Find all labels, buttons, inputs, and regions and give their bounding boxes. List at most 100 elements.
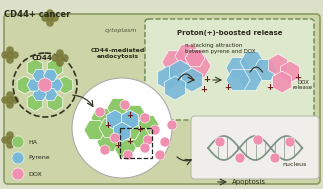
- Polygon shape: [49, 79, 63, 91]
- Polygon shape: [182, 68, 203, 92]
- Polygon shape: [240, 52, 264, 72]
- Polygon shape: [238, 70, 262, 90]
- Text: CD44+ cancer: CD44+ cancer: [4, 10, 70, 19]
- Text: nucleus: nucleus: [283, 163, 307, 167]
- Circle shape: [56, 49, 64, 57]
- Text: +: +: [127, 138, 133, 146]
- Text: CD44: CD44: [32, 55, 53, 61]
- Polygon shape: [253, 60, 277, 80]
- Circle shape: [11, 136, 19, 144]
- Polygon shape: [162, 51, 188, 73]
- Circle shape: [270, 153, 280, 163]
- Polygon shape: [27, 59, 43, 77]
- Circle shape: [6, 46, 14, 54]
- Circle shape: [123, 150, 133, 160]
- Polygon shape: [121, 110, 139, 130]
- Circle shape: [110, 133, 120, 143]
- Circle shape: [285, 137, 295, 147]
- Circle shape: [6, 131, 14, 139]
- Circle shape: [46, 9, 54, 17]
- Circle shape: [46, 14, 54, 22]
- Polygon shape: [33, 69, 47, 81]
- Circle shape: [51, 54, 59, 62]
- Circle shape: [56, 59, 64, 67]
- Circle shape: [6, 141, 14, 149]
- Polygon shape: [124, 105, 146, 125]
- Polygon shape: [17, 76, 33, 94]
- Circle shape: [6, 96, 14, 104]
- Text: Pyrene: Pyrene: [28, 156, 50, 160]
- Circle shape: [56, 54, 64, 62]
- Circle shape: [12, 136, 24, 148]
- Polygon shape: [268, 54, 287, 76]
- Circle shape: [95, 107, 105, 117]
- Text: DOX
release: DOX release: [293, 80, 313, 90]
- Circle shape: [11, 96, 19, 104]
- Text: +: +: [203, 75, 211, 84]
- Polygon shape: [226, 70, 250, 90]
- Circle shape: [6, 91, 14, 99]
- Polygon shape: [137, 115, 159, 135]
- Circle shape: [143, 135, 153, 145]
- Circle shape: [155, 150, 165, 160]
- Text: cytoplasm: cytoplasm: [105, 28, 138, 33]
- Polygon shape: [84, 120, 106, 139]
- Text: +: +: [295, 74, 301, 83]
- Text: Proton(+)-boosted release: Proton(+)-boosted release: [177, 30, 283, 36]
- Circle shape: [38, 78, 52, 92]
- Circle shape: [6, 101, 14, 109]
- Circle shape: [72, 78, 172, 178]
- Circle shape: [12, 168, 24, 180]
- Polygon shape: [47, 93, 63, 111]
- Circle shape: [120, 100, 130, 110]
- Polygon shape: [114, 139, 136, 157]
- Text: +: +: [201, 85, 207, 94]
- Polygon shape: [91, 108, 113, 128]
- Circle shape: [11, 51, 19, 59]
- Polygon shape: [185, 49, 205, 67]
- Circle shape: [140, 143, 150, 153]
- Polygon shape: [170, 60, 190, 84]
- Circle shape: [12, 152, 24, 164]
- Text: Apoptosis: Apoptosis: [232, 179, 266, 185]
- Text: +: +: [114, 140, 121, 149]
- Polygon shape: [158, 66, 178, 90]
- Circle shape: [140, 113, 150, 123]
- FancyBboxPatch shape: [4, 14, 320, 184]
- Text: +: +: [266, 84, 274, 92]
- Circle shape: [46, 19, 54, 27]
- Polygon shape: [273, 71, 292, 93]
- Circle shape: [215, 137, 225, 147]
- Polygon shape: [44, 88, 57, 101]
- Polygon shape: [27, 93, 43, 111]
- Text: π-stacking attraction
between pyrene and DOX: π-stacking attraction between pyrene and…: [185, 43, 255, 54]
- Circle shape: [6, 56, 14, 64]
- Circle shape: [100, 145, 110, 155]
- Polygon shape: [27, 79, 41, 91]
- Polygon shape: [175, 45, 201, 67]
- Circle shape: [51, 14, 59, 22]
- Circle shape: [160, 137, 170, 147]
- Circle shape: [1, 136, 9, 144]
- Circle shape: [150, 125, 160, 135]
- Text: +: +: [137, 125, 143, 135]
- Text: DOX: DOX: [28, 171, 42, 177]
- Circle shape: [235, 153, 245, 163]
- Text: +: +: [105, 121, 111, 129]
- Text: +: +: [224, 84, 232, 92]
- Polygon shape: [185, 55, 211, 77]
- Circle shape: [6, 51, 14, 59]
- FancyBboxPatch shape: [145, 19, 314, 120]
- Text: CD44-mediated
endocytosis: CD44-mediated endocytosis: [91, 48, 145, 59]
- Polygon shape: [106, 110, 124, 130]
- Circle shape: [253, 135, 263, 145]
- Polygon shape: [57, 76, 73, 94]
- Polygon shape: [97, 132, 119, 152]
- Polygon shape: [119, 120, 141, 139]
- Circle shape: [61, 54, 69, 62]
- Polygon shape: [47, 59, 63, 77]
- Circle shape: [6, 136, 14, 144]
- Polygon shape: [44, 69, 57, 81]
- Polygon shape: [165, 76, 185, 100]
- Polygon shape: [33, 88, 47, 101]
